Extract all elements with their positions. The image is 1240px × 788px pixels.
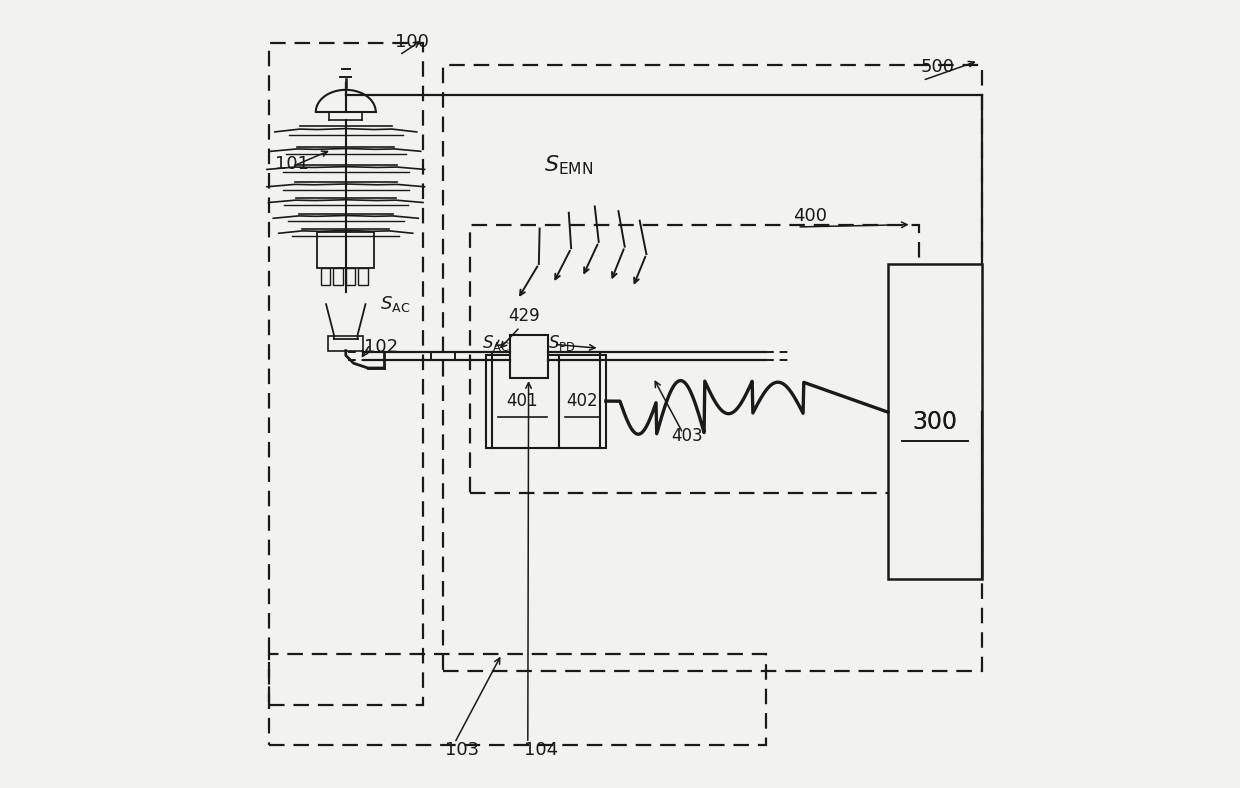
Bar [317,232,374,268]
Text: $S_{\mathrm{EMN}}$: $S_{\mathrm{EMN}}$ [544,154,594,177]
Text: 101: 101 [275,155,309,173]
Bar [269,654,766,745]
Text: 100: 100 [396,33,429,51]
Text: 500: 500 [921,58,955,76]
Bar [346,268,355,285]
Bar [329,336,363,351]
Text: 300: 300 [913,410,957,433]
Text: 400: 400 [794,206,827,225]
Text: $S_{\mathrm{AC}}$: $S_{\mathrm{AC}}$ [379,294,410,314]
Bar [443,65,982,671]
Text: $S_{\mathrm{AC}}$: $S_{\mathrm{AC}}$ [482,333,510,353]
Text: 300: 300 [913,410,957,433]
Text: 103: 103 [445,741,479,759]
Text: 401: 401 [506,392,538,410]
Bar [888,264,982,579]
Bar [321,268,330,285]
Text: 402: 402 [567,392,598,410]
Bar [269,43,423,705]
Text: 102: 102 [363,338,398,356]
Text: $S_{\mathrm{PD}}$: $S_{\mathrm{PD}}$ [548,333,575,353]
Bar [486,355,558,448]
Text: 403: 403 [671,427,703,445]
Bar [470,225,919,492]
Bar [510,335,548,378]
Text: 104: 104 [523,741,558,759]
Bar [558,355,606,448]
Bar [334,268,342,285]
Bar [358,268,368,285]
Text: 429: 429 [508,307,539,325]
